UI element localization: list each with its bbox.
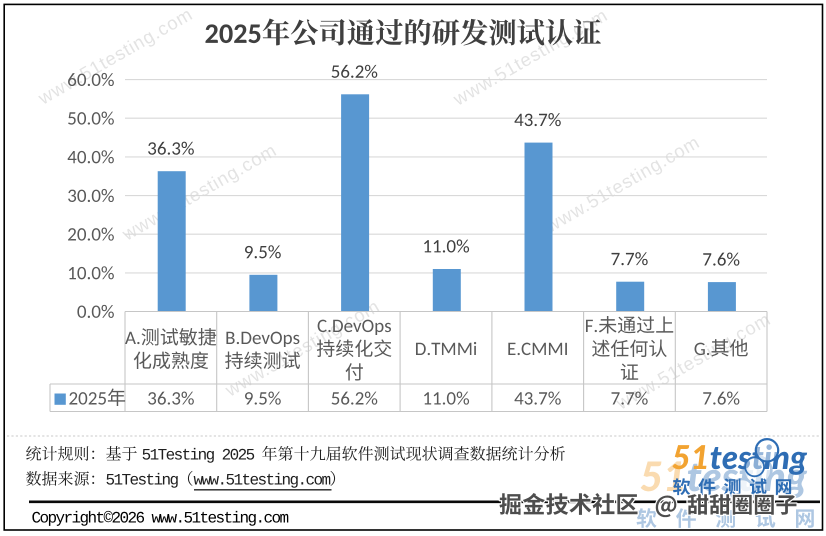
- svg-text:www.51testing.com: www.51testing.com: [34, 3, 197, 109]
- svg-text:www.51testing.com: www.51testing.com: [612, 308, 775, 414]
- svg-text:www.51testing.com: www.51testing.com: [118, 139, 281, 245]
- svg-text:www.51testing.com: www.51testing.com: [541, 131, 704, 237]
